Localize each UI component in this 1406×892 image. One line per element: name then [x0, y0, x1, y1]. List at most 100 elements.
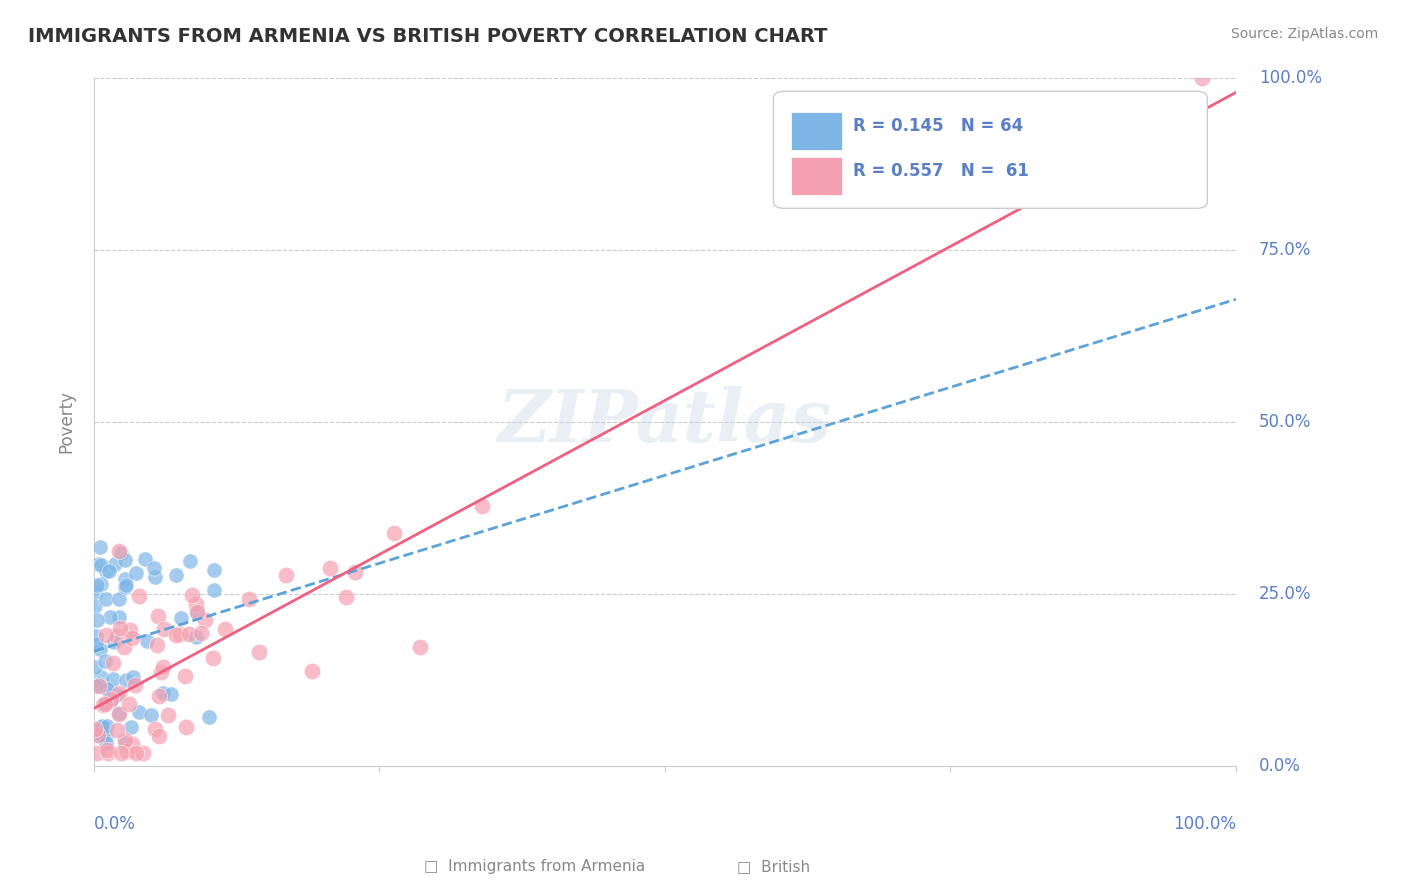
Point — [90, 720, 112, 734]
Point — [114, 580, 136, 594]
Point — [152, 659, 174, 673]
Point — [165, 567, 187, 582]
Text: 0.0%: 0.0% — [94, 814, 136, 832]
Point — [100, 692, 122, 706]
Point — [198, 710, 221, 724]
Point — [143, 570, 166, 584]
Point — [114, 572, 136, 586]
Text: 0.0%: 0.0% — [1258, 757, 1301, 775]
Point — [112, 640, 135, 655]
Point — [238, 591, 260, 606]
Point — [169, 627, 191, 641]
Point — [156, 707, 179, 722]
Point — [84, 585, 107, 599]
Point — [186, 605, 208, 619]
Point — [84, 680, 107, 694]
Point — [181, 588, 204, 602]
Point — [87, 728, 110, 742]
Point — [114, 736, 136, 750]
Point — [108, 686, 131, 700]
Point — [128, 589, 150, 603]
Text: □  British: □ British — [737, 859, 810, 874]
Point — [87, 679, 110, 693]
Point — [135, 634, 157, 648]
Point — [382, 525, 405, 540]
Point — [96, 564, 118, 578]
Point — [91, 698, 114, 713]
Point — [174, 669, 197, 683]
Point — [301, 664, 323, 678]
Point — [86, 746, 108, 760]
Point — [91, 728, 114, 742]
Point — [202, 563, 225, 577]
Point — [344, 565, 367, 579]
Point — [96, 682, 118, 697]
Point — [84, 599, 107, 614]
Point — [160, 687, 183, 701]
Point — [201, 651, 224, 665]
Point — [186, 607, 208, 621]
Point — [96, 743, 118, 757]
Point — [98, 683, 121, 698]
Point — [177, 627, 200, 641]
Point — [114, 733, 136, 747]
Point — [143, 560, 166, 574]
Point — [118, 697, 141, 711]
Point — [110, 620, 132, 634]
Point — [148, 729, 170, 743]
Point — [134, 552, 156, 566]
Point — [107, 543, 129, 558]
Point — [143, 722, 166, 736]
Point — [94, 591, 117, 606]
Point — [132, 746, 155, 760]
Point — [152, 686, 174, 700]
Text: R = 0.557   N =  61: R = 0.557 N = 61 — [853, 161, 1029, 179]
Point — [146, 608, 169, 623]
Text: R = 0.145   N = 64: R = 0.145 N = 64 — [853, 117, 1024, 135]
Text: 100.0%: 100.0% — [1173, 814, 1236, 832]
Point — [84, 637, 107, 651]
Point — [170, 611, 193, 625]
Point — [115, 673, 138, 687]
Point — [108, 707, 131, 722]
Point — [108, 706, 131, 720]
FancyBboxPatch shape — [773, 91, 1208, 209]
Point — [124, 678, 146, 692]
Point — [108, 610, 131, 624]
Point — [90, 719, 112, 733]
Point — [121, 631, 143, 645]
Point — [114, 553, 136, 567]
Point — [84, 723, 107, 737]
Point — [110, 746, 132, 760]
Point — [184, 597, 207, 611]
Point — [139, 708, 162, 723]
Point — [96, 736, 118, 750]
Point — [165, 628, 187, 642]
Point — [97, 746, 120, 760]
Point — [274, 568, 297, 582]
Text: 100.0%: 100.0% — [1258, 69, 1322, 87]
Point — [94, 697, 117, 711]
Point — [86, 578, 108, 592]
Text: ZIPatlas: ZIPatlas — [498, 386, 832, 458]
Point — [107, 591, 129, 606]
Point — [148, 690, 170, 704]
Point — [125, 566, 148, 580]
Point — [471, 500, 494, 514]
Text: □  Immigrants from Armenia: □ Immigrants from Armenia — [423, 859, 645, 874]
Point — [87, 557, 110, 571]
Point — [115, 744, 138, 758]
Point — [179, 554, 201, 568]
Point — [104, 557, 127, 571]
Point — [1191, 70, 1213, 85]
Point — [118, 623, 141, 637]
Point — [122, 670, 145, 684]
Point — [110, 546, 132, 560]
Point — [100, 694, 122, 708]
Point — [105, 723, 128, 737]
Point — [319, 561, 342, 575]
Text: Source: ZipAtlas.com: Source: ZipAtlas.com — [1230, 27, 1378, 41]
Text: 50.0%: 50.0% — [1258, 413, 1312, 431]
Point — [335, 590, 357, 604]
Point — [90, 576, 112, 591]
